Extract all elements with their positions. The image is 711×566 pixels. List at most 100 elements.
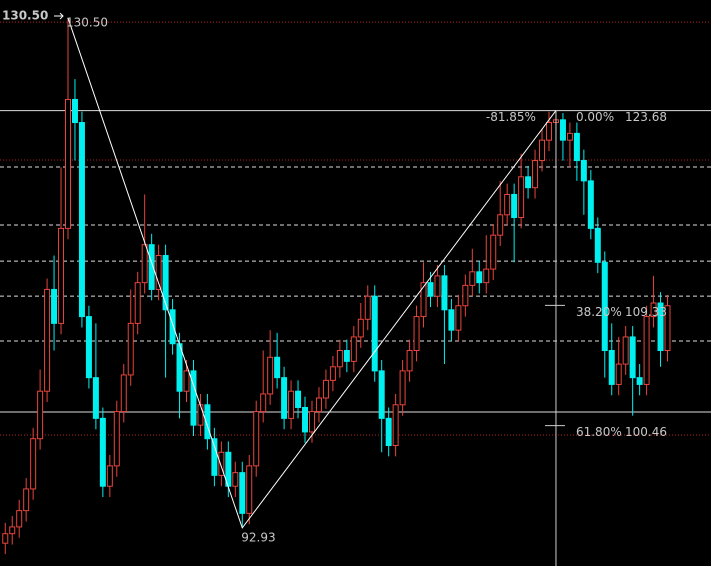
fib-ratio: 61.80%: [576, 425, 622, 439]
candle-body: [636, 377, 643, 385]
candle-body: [336, 350, 343, 368]
candle-body: [288, 390, 295, 419]
candle-body: [357, 318, 364, 338]
candle-body: [518, 176, 525, 219]
candle-body: [566, 132, 573, 141]
candle-body: [58, 227, 65, 324]
candle-body: [204, 404, 211, 440]
fib-price: 109.33: [625, 305, 667, 319]
candle-body: [504, 193, 511, 216]
candle-body: [469, 271, 476, 286]
candle-body: [162, 255, 169, 311]
peak-label: 130.50: [66, 16, 108, 30]
fib-ratio: 38.20%: [576, 305, 622, 319]
candle-body: [629, 336, 636, 379]
candle-body: [113, 411, 120, 467]
candle-body: [615, 363, 622, 385]
candle-body: [399, 370, 406, 406]
candle-body: [30, 438, 37, 490]
candle-body: [657, 302, 664, 352]
candle-body: [71, 98, 78, 124]
candle-body: [539, 139, 546, 162]
candle-body: [23, 488, 30, 512]
candle-body: [51, 288, 58, 324]
zigzag-line: [67, 17, 557, 529]
candle-body: [385, 417, 392, 446]
candle-body: [427, 282, 434, 297]
candle-body: [246, 465, 253, 514]
candle-body: [371, 295, 378, 372]
candle-body: [650, 302, 657, 318]
candle-body: [302, 407, 309, 433]
candle-body: [448, 309, 455, 331]
candle-body: [420, 282, 427, 318]
candle-body: [99, 417, 106, 487]
candle-body: [190, 370, 197, 426]
candle-body: [218, 451, 225, 476]
candle-body: [378, 370, 385, 419]
candle-body: [441, 275, 448, 311]
candle-body: [44, 288, 51, 392]
candle-body: [211, 438, 218, 476]
candle-body: [406, 350, 413, 372]
candle-body: [483, 268, 490, 284]
candle-body: [608, 350, 615, 385]
candle-body: [239, 472, 246, 514]
candle-body: [622, 336, 629, 365]
candle-body: [85, 316, 92, 379]
candle-body: [315, 397, 322, 413]
candle-body: [392, 404, 399, 446]
fib-price: 100.46: [625, 425, 667, 439]
candle-body: [260, 393, 267, 413]
current-price-label: 130.50: [2, 9, 48, 23]
candle-body: [78, 122, 85, 318]
candle-body: [434, 275, 441, 297]
candle-body: [350, 336, 357, 362]
candle-body: [37, 390, 44, 440]
candle-body: [462, 284, 469, 307]
candle-body: [16, 510, 23, 528]
candle-body: [148, 244, 155, 290]
candle-body: [120, 374, 127, 413]
candle-body: [127, 322, 134, 376]
candle-body: [545, 122, 552, 141]
candle-body: [2, 533, 9, 544]
candle-body: [601, 261, 608, 352]
candle-body: [559, 119, 566, 141]
candle-body: [134, 282, 141, 324]
candle-body: [343, 350, 350, 362]
candle-body: [155, 255, 162, 290]
candle-body: [594, 227, 601, 263]
candle-body: [106, 465, 113, 487]
candle-body: [183, 370, 190, 392]
candle-body: [580, 160, 587, 182]
candle-body: [322, 379, 329, 399]
candle-body: [169, 309, 176, 345]
candle-body: [497, 214, 504, 236]
candle-body: [92, 377, 99, 419]
candle-body: [308, 411, 315, 433]
candle-body: [9, 526, 16, 535]
candle-body: [455, 305, 462, 331]
low-label: 92.93: [241, 530, 275, 544]
candle-body: [643, 316, 650, 385]
candle-body: [511, 193, 518, 219]
candle-body: [253, 411, 260, 467]
fib-ratio: 0.00%: [576, 110, 614, 124]
candle-body: [476, 271, 483, 284]
arrow: [54, 12, 64, 20]
candle-body: [267, 356, 274, 395]
candle-body: [281, 377, 288, 419]
candle-body: [364, 295, 371, 320]
candle-body: [573, 132, 580, 162]
candle-body: [329, 366, 336, 381]
candle-body: [232, 472, 239, 487]
candle-body: [413, 316, 420, 352]
candle-body: [197, 404, 204, 426]
candle-body: [525, 176, 532, 189]
candle-body: [141, 244, 148, 284]
fib-extension-label: -81.85%: [486, 110, 536, 124]
